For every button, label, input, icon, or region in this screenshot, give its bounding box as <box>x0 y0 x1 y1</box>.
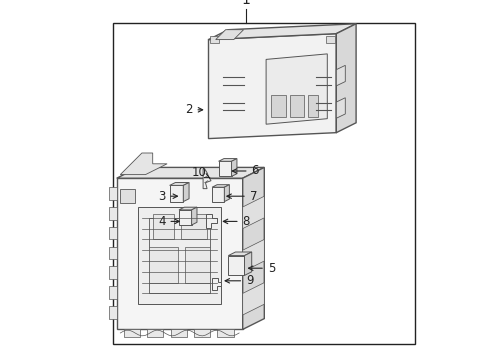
Polygon shape <box>117 167 264 178</box>
Bar <box>108 247 117 259</box>
Bar <box>210 36 219 43</box>
Polygon shape <box>242 167 264 329</box>
Bar <box>325 36 334 43</box>
Text: 2: 2 <box>184 103 202 116</box>
Polygon shape <box>218 161 231 176</box>
Polygon shape <box>169 185 183 202</box>
Polygon shape <box>205 214 216 228</box>
Polygon shape <box>208 24 355 40</box>
Polygon shape <box>228 256 244 275</box>
Bar <box>138 207 221 304</box>
Bar <box>289 95 303 117</box>
Polygon shape <box>212 278 221 290</box>
Polygon shape <box>224 185 229 202</box>
Bar <box>108 266 117 279</box>
Text: 7: 7 <box>226 190 257 203</box>
Bar <box>149 247 178 283</box>
Bar <box>149 218 210 293</box>
Text: 1: 1 <box>242 0 250 7</box>
Bar <box>108 227 117 239</box>
Polygon shape <box>203 169 211 189</box>
Bar <box>271 95 285 117</box>
Polygon shape <box>191 207 197 225</box>
Polygon shape <box>228 252 251 256</box>
Bar <box>113 23 415 344</box>
Bar <box>217 329 233 337</box>
Polygon shape <box>242 196 264 229</box>
Polygon shape <box>179 207 197 210</box>
Bar <box>123 329 140 337</box>
Polygon shape <box>231 158 237 176</box>
Bar <box>170 329 186 337</box>
Text: 8: 8 <box>223 215 249 228</box>
Polygon shape <box>120 153 167 175</box>
Polygon shape <box>336 65 345 86</box>
Polygon shape <box>215 30 243 40</box>
Polygon shape <box>218 158 237 161</box>
Polygon shape <box>208 34 336 139</box>
Polygon shape <box>336 24 355 133</box>
Text: 4: 4 <box>158 215 179 228</box>
Bar <box>152 214 174 239</box>
Bar <box>108 306 117 319</box>
Bar <box>147 329 163 337</box>
Polygon shape <box>244 252 251 275</box>
Bar <box>108 187 117 200</box>
Text: 10: 10 <box>192 166 209 179</box>
Polygon shape <box>212 185 229 187</box>
Polygon shape <box>169 183 189 185</box>
Polygon shape <box>183 183 189 202</box>
Polygon shape <box>179 210 191 225</box>
Bar <box>120 189 134 203</box>
Text: 6: 6 <box>232 165 259 177</box>
Polygon shape <box>212 187 224 202</box>
Bar <box>108 286 117 299</box>
Polygon shape <box>242 283 264 315</box>
Bar <box>181 214 206 239</box>
Polygon shape <box>336 98 345 118</box>
Bar <box>185 247 210 283</box>
Text: 5: 5 <box>248 262 275 275</box>
Bar <box>307 95 318 117</box>
Polygon shape <box>265 54 326 124</box>
Text: 9: 9 <box>224 274 253 287</box>
Polygon shape <box>242 239 264 272</box>
Bar <box>194 329 210 337</box>
Bar <box>108 207 117 220</box>
Text: 3: 3 <box>158 190 177 203</box>
Polygon shape <box>117 178 242 329</box>
